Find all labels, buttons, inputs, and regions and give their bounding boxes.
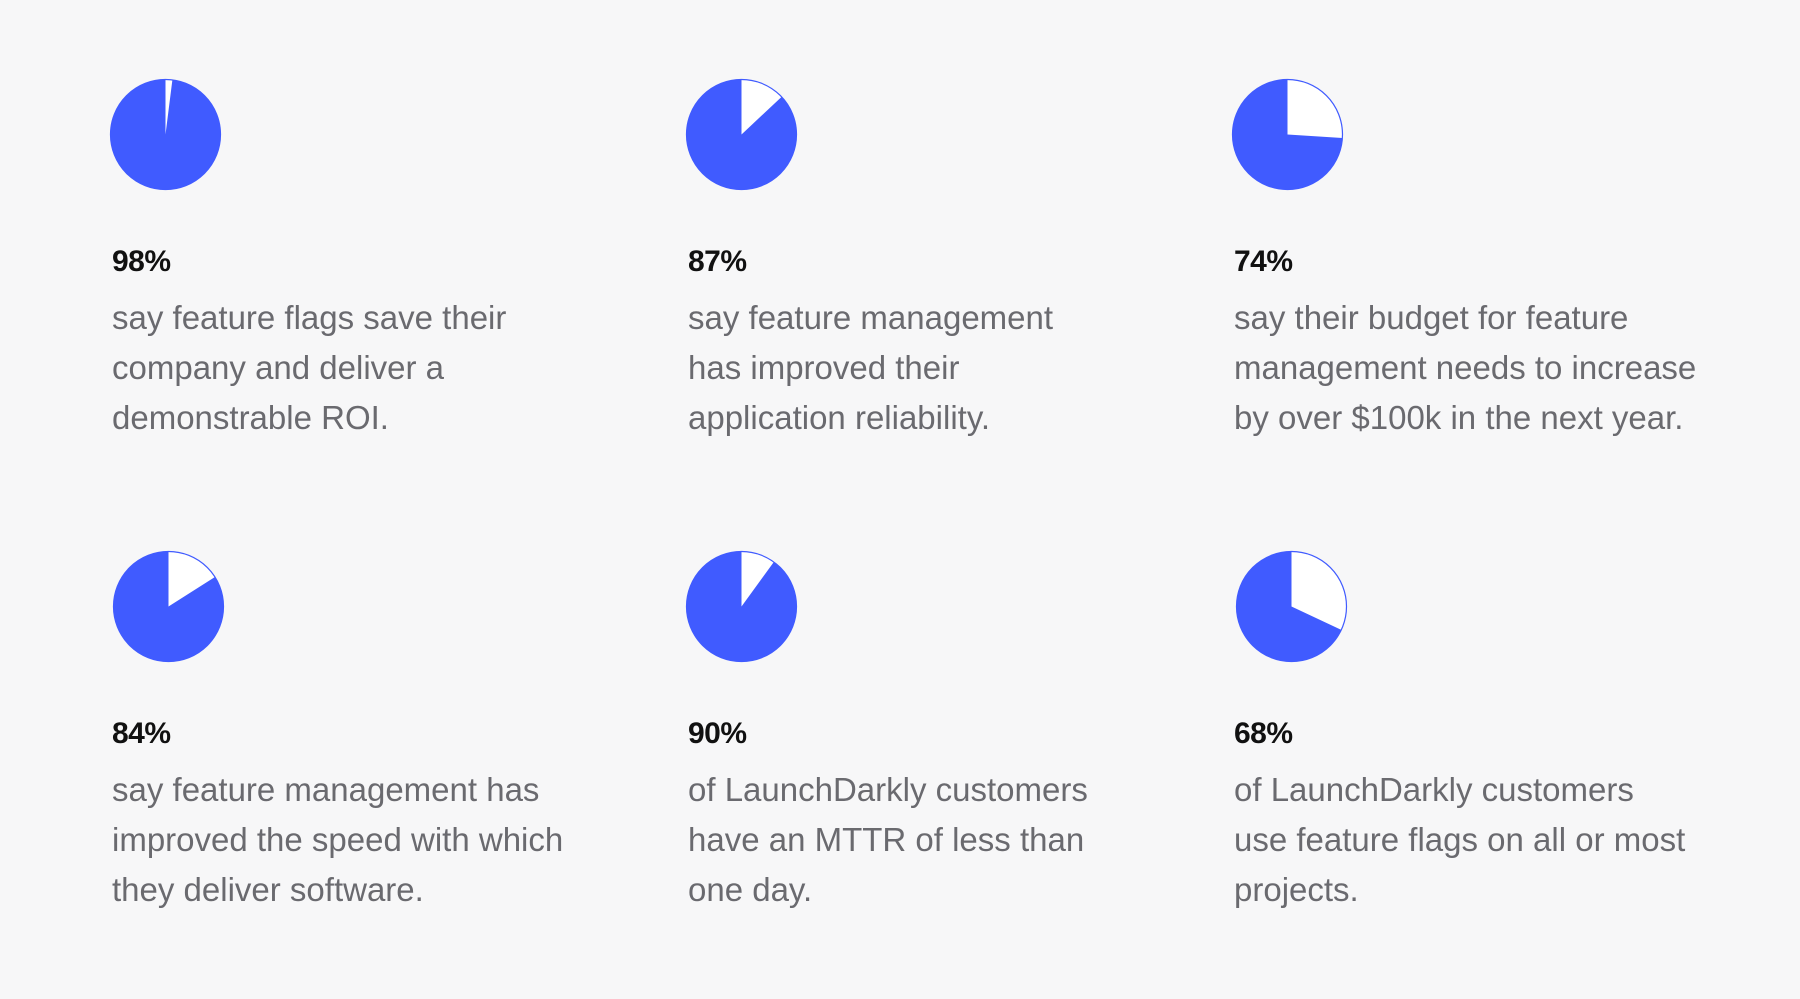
stat-percent: 87% [688, 245, 747, 278]
pie-slice-value [1236, 551, 1342, 662]
stat-description: say feature flags save their company and… [112, 299, 507, 436]
stat-description: say their budget for feature management … [1234, 299, 1697, 436]
stat-percent: 74% [1234, 245, 1293, 278]
stat-percent: 68% [1234, 717, 1293, 750]
stat-percent: 90% [688, 717, 747, 750]
pie-chart [112, 550, 225, 663]
pie-slice-value [113, 551, 224, 662]
stat-description: of LaunchDarkly customers have an MTTR o… [688, 771, 1088, 908]
pie-slice-value [1232, 79, 1343, 190]
stat-description: of LaunchDarkly customers use feature fl… [1234, 771, 1686, 908]
pie-chart [1231, 78, 1344, 191]
stat-description: say feature management has improved the … [112, 771, 564, 908]
pie-chart [1235, 550, 1348, 663]
pie-slice-value [686, 551, 797, 662]
pie-chart [685, 550, 798, 663]
pie-slice-value [686, 79, 797, 190]
pie-slice-value [110, 79, 221, 190]
stat-percent: 84% [112, 717, 171, 750]
pie-chart [685, 78, 798, 191]
pie-chart [109, 78, 222, 191]
stat-percent: 98% [112, 245, 171, 278]
stat-description: say feature management has improved thei… [688, 299, 1054, 436]
